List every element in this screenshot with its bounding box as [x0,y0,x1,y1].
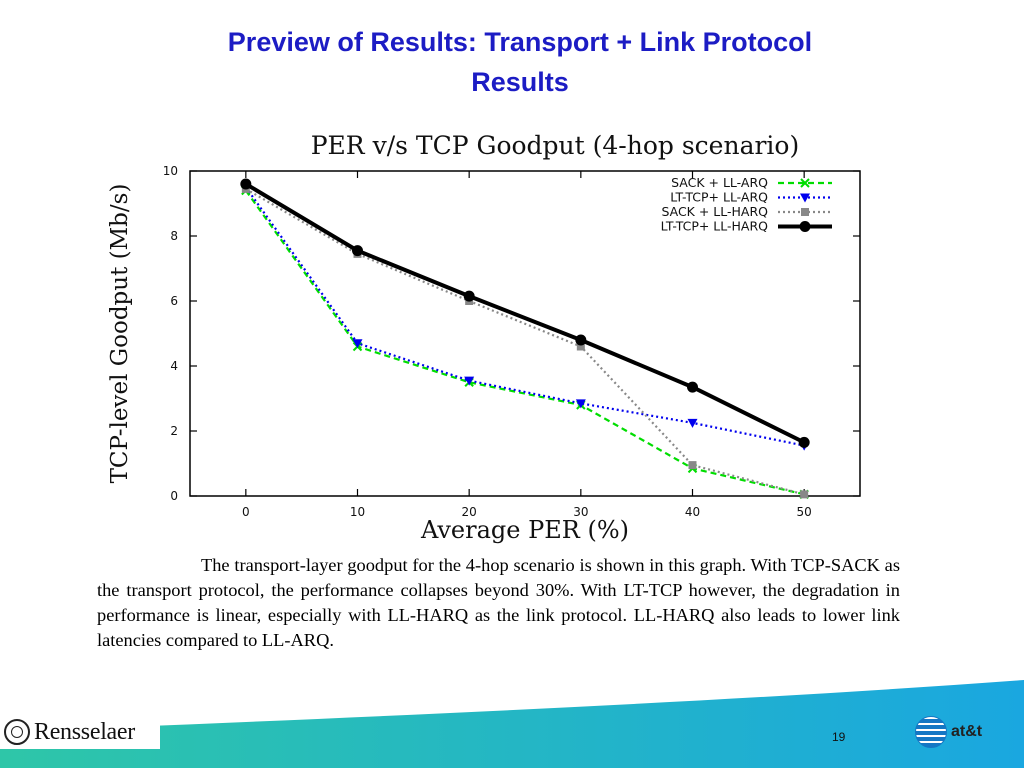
series-3-point [800,490,809,499]
series-4-point [798,436,810,448]
legend-marker [800,193,810,203]
series-2-point [687,418,698,428]
series-4-point [240,178,252,190]
series-3-point [576,342,585,351]
series-2-point [575,399,586,409]
footer-band [0,680,1024,768]
series-line-2 [244,186,805,447]
y-tick-label: 10 [163,164,178,178]
legend-marker [799,221,811,232]
caption-text: The transport-layer goodput for the 4-ho… [97,555,900,650]
legend-marker [801,208,809,216]
footer-wave [0,680,1024,768]
x-tick-label: 20 [462,505,477,519]
series-line-4 [244,182,806,445]
att-logo: at&t [915,716,982,748]
goodput-chart: PER v/s TCP Goodput (4-hop scenario) 0 2 4 6… [107,131,861,544]
x-tick-label: 0 [242,505,250,519]
rensselaer-seal-icon [4,719,30,745]
legend-marker [800,178,810,188]
page-number: 19 [832,730,846,744]
x-tick-label: 30 [573,505,588,519]
slide-title-line-1: Preview of Results: Transport + Link Pro… [227,27,813,57]
series-4-point [463,290,475,302]
series-line-3 [245,187,805,496]
series-4-point [575,334,587,346]
rensselaer-logo: Rensselaer [0,715,160,749]
series-line-1 [244,189,805,496]
y-tick-label: 4 [170,359,178,373]
x-tick-label: 50 [797,505,812,519]
x-tick-label: 40 [685,505,700,519]
legend-label: SACK + LL-ARQ [671,175,768,190]
legend-label: SACK + LL-HARQ [661,204,768,219]
x-tick-label: 10 [350,505,365,519]
legend-label: LT-TCP+ LL-HARQ [661,219,769,234]
y-tick-label: 8 [170,229,178,243]
y-tick-label: 2 [170,424,178,438]
series-4-point [687,381,698,393]
x-axis-label: Average PER (%) [420,516,629,544]
att-globe-icon [915,716,947,748]
chart-container: PER v/s TCP Goodput (4-hop scenario) 0 2 4 6… [90,118,890,548]
series-2-point [352,339,363,349]
y-tick-label: 0 [170,489,178,503]
legend-label: LT-TCP+ LL-ARQ [670,190,768,205]
plot-frame [189,170,861,497]
y-axis-label: TCP-level Goodput (Mb/s) [107,184,133,484]
chart-title: PER v/s TCP Goodput (4-hop scenario) [311,131,800,160]
att-wordmark: at&t [951,723,983,740]
slide-title: Preview of Results: Transport + Link Pro… [120,22,920,102]
slide-title-line-2: Results [471,67,569,97]
series-4-point [352,245,363,257]
rensselaer-wordmark: Rensselaer [34,718,135,745]
series-3-point [688,461,697,470]
y-tick-label: 6 [170,294,178,308]
chart-caption: The transport-layer goodput for the 4-ho… [97,553,900,653]
series-2-point [464,376,475,386]
